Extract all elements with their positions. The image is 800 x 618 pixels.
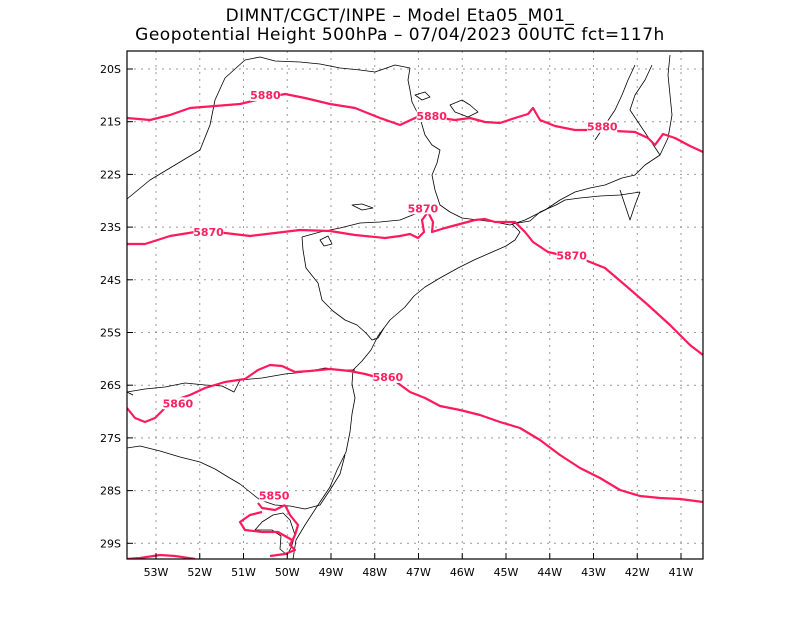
contour-label-bg <box>250 88 281 101</box>
state-border-sc-pr <box>127 367 355 393</box>
contour-label-bg <box>416 110 447 123</box>
contour-label-bg <box>162 397 193 410</box>
coastline <box>292 191 641 559</box>
contour-label: 5880 <box>587 121 618 134</box>
map-title-line2: Geopotential Height 500hPa – 07/04/2023 … <box>135 25 665 45</box>
lat-tick-label: 29S <box>100 537 121 550</box>
lon-tick-label: 47W <box>406 566 431 579</box>
map-title-line1: DIMNT/CGCT/INPE – Model Eta05_M01_ <box>225 6 575 26</box>
reservoir-2 <box>449 99 479 118</box>
contour-label: 5880 <box>250 89 281 102</box>
west-border-ms-pr <box>127 391 134 396</box>
longitude-axis: 53W 52W 51W 50W 49W 48W 47W 46W 45W 44W 43W 42W 41W <box>144 553 694 579</box>
contour-5850 <box>238 502 300 558</box>
lon-tick-label: 52W <box>187 566 212 579</box>
lon-tick-label: 46W <box>450 566 475 579</box>
boundaries <box>127 54 673 559</box>
lat-tick-label: 24S <box>100 274 121 287</box>
lon-tick-label: 48W <box>362 566 387 579</box>
contour-label-bg <box>556 249 587 262</box>
lon-tick-label: 51W <box>231 566 256 579</box>
lagoa-dos-patos <box>254 512 296 556</box>
contour-label: 5860 <box>373 371 404 384</box>
lat-tick-label: 21S <box>100 116 121 129</box>
contour-label: 5870 <box>408 202 439 215</box>
reservoir-4 <box>319 235 333 247</box>
lon-tick-label: 44W <box>537 566 562 579</box>
contour-label-bg <box>193 226 224 239</box>
lat-tick-label: 23S <box>100 221 121 234</box>
latitude-axis: 20S 21S 22S 23S 24S 25S 26S 27S 28S 29S <box>100 63 133 550</box>
lat-tick-label: 26S <box>100 379 121 392</box>
graticule-grid <box>127 51 703 559</box>
state-border-rj-es <box>619 189 641 221</box>
contour-label-bg <box>259 489 290 502</box>
contour-label: 5880 <box>416 110 447 123</box>
contour-5860 <box>127 363 703 504</box>
reservoir-3 <box>351 203 374 211</box>
lon-tick-label: 53W <box>144 566 169 579</box>
lat-tick-label: 27S <box>100 432 121 445</box>
contour-label: 5860 <box>163 397 194 410</box>
state-border-es-mg <box>629 64 661 156</box>
contour-label-bg <box>372 370 403 383</box>
lat-tick-label: 28S <box>100 485 121 498</box>
state-border-sp-mg <box>407 67 511 226</box>
contour-labels: 5880 5880 5880 5870 5870 5870 5860 5860 5850 <box>162 88 618 503</box>
contour-label-bg <box>587 120 618 133</box>
lon-tick-label: 42W <box>625 566 650 579</box>
lon-tick-label: 50W <box>275 566 300 579</box>
lat-tick-label: 20S <box>100 63 121 76</box>
contour-label: 5870 <box>556 250 587 263</box>
state-border-pr-sp <box>301 236 385 341</box>
lat-tick-label: 25S <box>100 327 121 340</box>
contour-label-bg <box>407 202 438 215</box>
state-border-mg-rj <box>509 54 673 226</box>
reservoir-1 <box>414 91 431 101</box>
lon-tick-label: 43W <box>581 566 606 579</box>
contour-5860-south <box>127 553 196 559</box>
contour-label: 5870 <box>193 226 224 239</box>
contour-label: 5850 <box>259 490 290 503</box>
plot-frame <box>126 50 704 560</box>
state-border-ms <box>127 56 411 200</box>
lon-tick-label: 45W <box>494 566 519 579</box>
lat-tick-label: 22S <box>100 168 121 181</box>
state-border-rs-sc <box>127 445 346 510</box>
lon-tick-label: 49W <box>319 566 344 579</box>
lon-tick-label: 41W <box>669 566 694 579</box>
